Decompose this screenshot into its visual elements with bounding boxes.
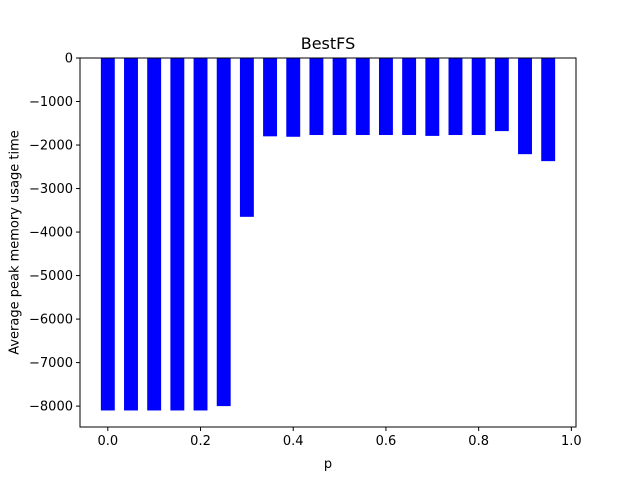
bar — [425, 58, 440, 136]
y-axis-label: Average peak memory usage time — [8, 130, 23, 355]
x-tick-label: 0.8 — [468, 434, 489, 449]
bar — [518, 58, 532, 155]
x-axis: 0.0 0.2 0.4 0.6 0.8 1.0 — [97, 427, 582, 449]
bar — [494, 58, 509, 132]
axes-frame — [79, 57, 577, 428]
bar — [355, 58, 370, 136]
y-tick-label: −4000 — [29, 226, 73, 241]
bar — [193, 58, 208, 411]
bar — [239, 58, 254, 217]
y-axis: 0 −1000 −2000 −3000 −4000 −5000 −6000 −7000 −800… — [29, 52, 80, 415]
bar — [216, 58, 231, 407]
bar — [471, 58, 486, 136]
y-tick-label: −1000 — [29, 95, 73, 110]
bar — [170, 58, 185, 411]
chart-title: BestFS — [301, 34, 356, 53]
bar — [541, 58, 556, 162]
bar — [378, 58, 393, 136]
y-tick-label: −6000 — [29, 313, 73, 328]
x-tick-label: 1.0 — [561, 434, 582, 449]
y-tick-label: −2000 — [29, 139, 73, 154]
y-tick-label: −3000 — [29, 182, 73, 197]
x-axis-label: p — [324, 457, 332, 472]
x-tick-label: 0.0 — [97, 434, 118, 449]
bar — [332, 58, 347, 136]
y-tick-label: 0 — [65, 52, 73, 67]
bar — [147, 58, 162, 411]
y-tick-label: −5000 — [29, 269, 73, 284]
x-tick-label: 0.6 — [376, 434, 397, 449]
bars-group — [100, 58, 556, 411]
bar — [263, 58, 278, 137]
bar — [286, 58, 301, 137]
y-tick-label: −8000 — [29, 400, 73, 415]
bar — [309, 58, 324, 136]
bar — [124, 58, 138, 411]
bar — [402, 58, 417, 136]
x-tick-label: 0.4 — [283, 434, 304, 449]
bar — [448, 58, 463, 136]
y-tick-label: −7000 — [29, 356, 73, 371]
x-tick-label: 0.2 — [190, 434, 211, 449]
bar — [100, 58, 115, 411]
